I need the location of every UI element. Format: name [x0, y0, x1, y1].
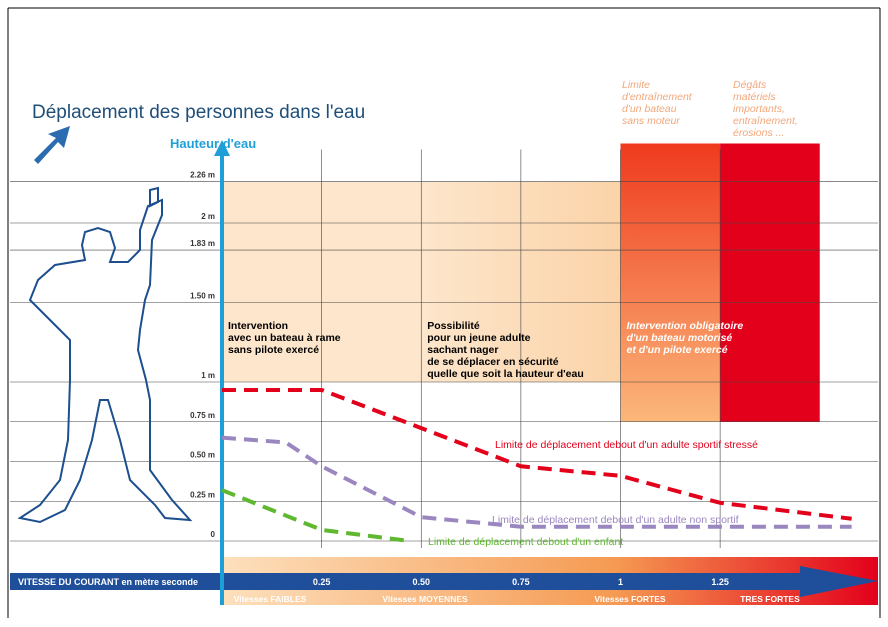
note: importants, — [733, 103, 785, 115]
series-line — [221, 488, 410, 543]
series-label: Limite de déplacement debout d'un adulte… — [492, 514, 739, 526]
zone-text: d'un bateau motorisé — [627, 332, 733, 344]
speed-class: Vitesses FORTES — [594, 594, 666, 604]
human-silhouette — [17, 186, 193, 524]
y-tick-label: 2 m — [201, 212, 215, 221]
series-line — [222, 387, 852, 521]
x-tick-label: 0.75 — [512, 577, 530, 587]
y-tick-label: 2.26 m — [190, 171, 215, 180]
zone-text: de se déplacer en sécurité — [427, 356, 558, 368]
y-tick-label: 0.75 m — [190, 411, 215, 420]
zone — [620, 143, 721, 422]
zone-text: quelle que soit la hauteur d'eau — [427, 368, 584, 380]
arrow-icon — [34, 126, 70, 164]
speed-class: Vitesses FAIBLES — [234, 594, 307, 604]
y-tick-label: 0.25 m — [190, 490, 215, 499]
chart-title: Déplacement des personnes dans l'eau — [32, 102, 365, 123]
zone — [720, 143, 820, 422]
zone-text: Possibilité — [427, 320, 480, 332]
grid: 0 0.25 m 0.50 m 0.75 m 1 m 1.50 m 1.83 m 2 m 2.2… — [10, 149, 878, 548]
note: matériels — [733, 91, 776, 103]
zone-text: sachant nager — [427, 344, 498, 356]
zone-text: Intervention obligatoire — [627, 320, 744, 332]
note: d'un bateau — [622, 103, 677, 115]
note: érosions ... — [733, 127, 784, 139]
note: sans moteur — [622, 115, 680, 127]
note: entraînement, — [733, 115, 798, 127]
series-line — [221, 435, 852, 529]
note: d'entraînement — [622, 91, 693, 103]
y-axis-arrow — [214, 140, 230, 156]
y-tick-label: 1.83 m — [190, 239, 215, 248]
series-label: Limite de déplacement debout d'un enfant — [428, 536, 623, 548]
y-tick-label: 1.50 m — [190, 292, 215, 301]
zone-text: avec un bateau à rame — [228, 332, 341, 344]
x-tick-label: 1.25 — [711, 577, 729, 587]
speed-class: TRES FORTES — [740, 594, 800, 604]
zone-text: et d'un pilote exercé — [627, 344, 728, 356]
x-axis-label: VITESSE DU COURANT en mètre seconde — [18, 577, 198, 587]
y-tick-label: 1 m — [201, 371, 215, 380]
zone-text: Intervention — [228, 320, 288, 332]
note: Limite — [622, 79, 650, 91]
x-tick-label: 0.50 — [412, 577, 430, 587]
y-axis-label: Hauteur d'eau — [170, 136, 256, 151]
zone-text: sans pilote exercé — [228, 344, 319, 356]
x-tick-label: 0.25 — [313, 577, 331, 587]
y-tick-label: 0.50 m — [190, 451, 215, 460]
x-tick-label: 1 — [618, 577, 623, 587]
speed-class: Vitesses MOYENNES — [382, 594, 468, 604]
y-tick-label: 0 — [211, 530, 216, 539]
note: Dégâts — [733, 79, 767, 91]
series-label: Limite de déplacement debout d'un adulte… — [495, 439, 758, 451]
zone-text: pour un jeune adulte — [427, 332, 530, 344]
speed-arrow — [10, 566, 878, 597]
